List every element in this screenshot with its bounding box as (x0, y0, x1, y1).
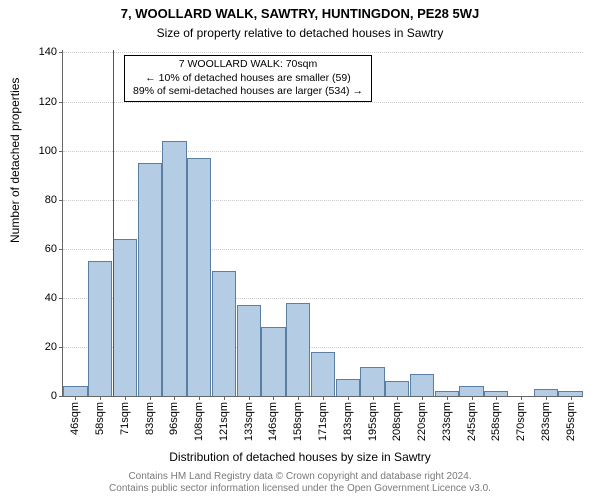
ytick-label: 140 (39, 46, 63, 58)
annotation-box: 7 WOOLLARD WALK: 70sqm ← 10% of detached… (124, 55, 372, 102)
footer-line1: Contains HM Land Registry data © Crown c… (0, 471, 600, 483)
xtick-label: 183sqm (342, 396, 354, 441)
gridline-h (63, 102, 583, 103)
ytick-label: 0 (51, 390, 63, 402)
xtick-label: 208sqm (391, 396, 403, 441)
chart-title-line1: 7, WOOLLARD WALK, SAWTRY, HUNTINGDON, PE… (0, 6, 600, 21)
ytick-label: 100 (39, 145, 63, 157)
xtick-label: 71sqm (119, 396, 131, 435)
histogram-bar (162, 141, 186, 396)
histogram-bar (336, 379, 360, 396)
gridline-h (63, 151, 583, 152)
xtick-label: 108sqm (193, 396, 205, 441)
histogram-bar (360, 367, 384, 396)
xtick-label: 245sqm (466, 396, 478, 441)
xtick-label: 295sqm (565, 396, 577, 441)
histogram-bar (534, 389, 558, 396)
xtick-label: 46sqm (69, 396, 81, 435)
plot-area: 7 WOOLLARD WALK: 70sqm ← 10% of detached… (62, 50, 583, 397)
histogram-bar (459, 386, 483, 396)
xtick-label: 158sqm (292, 396, 304, 441)
histogram-bar (138, 163, 162, 396)
histogram-bar (286, 303, 310, 396)
chart-title-line2: Size of property relative to detached ho… (0, 26, 600, 40)
reference-line (113, 50, 114, 396)
histogram-bar (261, 327, 285, 396)
xtick-label: 121sqm (218, 396, 230, 441)
histogram-bar (237, 305, 261, 396)
xtick-label: 146sqm (267, 396, 279, 441)
histogram-bar (113, 239, 137, 396)
ytick-label: 20 (45, 341, 63, 353)
ytick-label: 120 (39, 96, 63, 108)
gridline-h (63, 52, 583, 53)
x-axis-label: Distribution of detached houses by size … (0, 450, 600, 464)
y-axis-label: Number of detached properties (8, 78, 22, 243)
xtick-label: 133sqm (243, 396, 255, 441)
footer-line2: Contains public sector information licen… (0, 483, 600, 495)
histogram-bar (385, 381, 409, 396)
ytick-label: 80 (45, 194, 63, 206)
xtick-label: 96sqm (168, 396, 180, 435)
histogram-bar (88, 261, 112, 396)
ytick-label: 40 (45, 292, 63, 304)
chart-footer: Contains HM Land Registry data © Crown c… (0, 471, 600, 495)
annotation-line2: ← 10% of detached houses are smaller (59… (129, 72, 367, 86)
xtick-label: 258sqm (490, 396, 502, 441)
annotation-line3: 89% of semi-detached houses are larger (… (129, 85, 367, 99)
histogram-bar (410, 374, 434, 396)
histogram-bar (311, 352, 335, 396)
histogram-bar (63, 386, 87, 396)
annotation-line1: 7 WOOLLARD WALK: 70sqm (129, 58, 367, 72)
xtick-label: 220sqm (416, 396, 428, 441)
histogram-bar (187, 158, 211, 396)
xtick-label: 270sqm (515, 396, 527, 441)
xtick-label: 171sqm (317, 396, 329, 441)
xtick-label: 83sqm (144, 396, 156, 435)
xtick-label: 283sqm (540, 396, 552, 441)
chart-container: 7, WOOLLARD WALK, SAWTRY, HUNTINGDON, PE… (0, 0, 600, 500)
xtick-label: 233sqm (441, 396, 453, 441)
xtick-label: 195sqm (367, 396, 379, 441)
histogram-bar (212, 271, 236, 396)
xtick-label: 58sqm (94, 396, 106, 435)
ytick-label: 60 (45, 243, 63, 255)
